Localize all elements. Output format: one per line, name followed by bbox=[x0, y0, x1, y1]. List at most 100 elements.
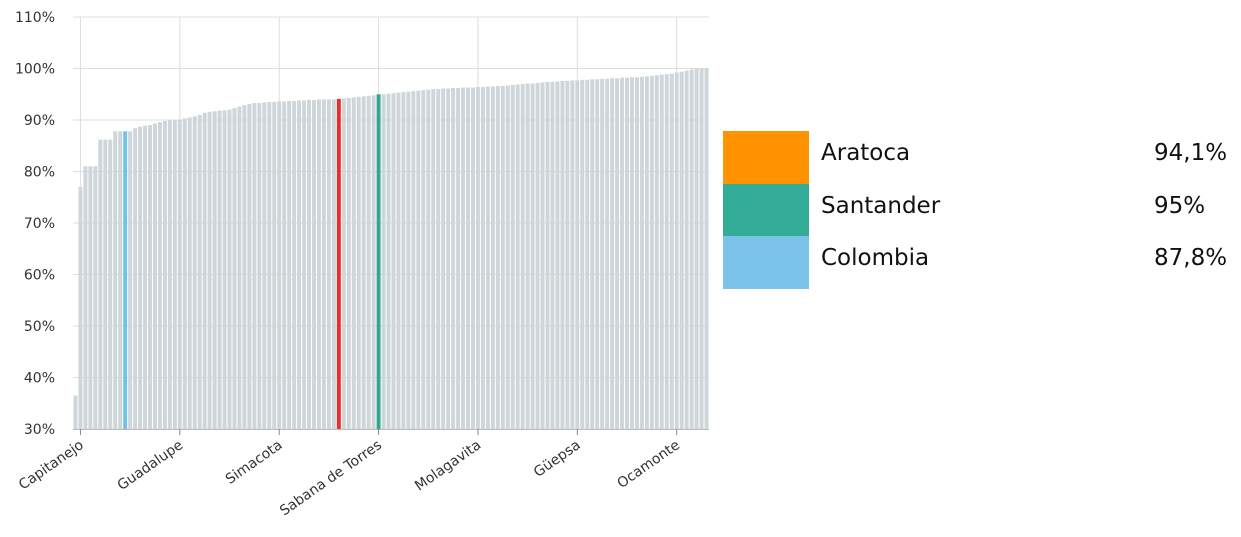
bar bbox=[644, 76, 649, 429]
bar bbox=[411, 91, 416, 429]
bar bbox=[222, 110, 227, 429]
bar bbox=[475, 87, 480, 429]
bar bbox=[679, 71, 684, 429]
y-tick-label: 100% bbox=[15, 62, 55, 78]
legend-item-colombia: Colombia 87,8% bbox=[723, 236, 1241, 289]
bar bbox=[316, 99, 321, 430]
bar-santander bbox=[376, 94, 381, 429]
bar bbox=[485, 86, 490, 430]
bar bbox=[302, 100, 307, 430]
legend-label: Santander bbox=[821, 192, 941, 219]
bar bbox=[118, 131, 123, 429]
bar bbox=[108, 139, 113, 429]
bar bbox=[674, 72, 679, 430]
legend-label: Aratoca bbox=[821, 140, 911, 166]
bar bbox=[321, 99, 326, 430]
bar bbox=[505, 85, 510, 430]
bar bbox=[78, 186, 83, 429]
y-tick-label: 90% bbox=[24, 113, 55, 129]
bar bbox=[431, 89, 436, 429]
bar bbox=[669, 73, 674, 430]
legend-swatch-santander bbox=[723, 183, 809, 236]
bar bbox=[545, 81, 550, 429]
bar bbox=[252, 103, 257, 429]
legend: Aratoca 94,1% Santander 95% Colombia 87,… bbox=[723, 131, 1241, 289]
x-tick-label: Molagavita bbox=[412, 437, 484, 494]
y-tick-label: 50% bbox=[24, 319, 55, 335]
bar bbox=[187, 117, 192, 430]
bar bbox=[451, 88, 456, 429]
bar bbox=[282, 101, 287, 430]
bar bbox=[406, 91, 411, 430]
bar bbox=[232, 108, 237, 429]
bar-chart: 30% 40% 50% 60% 70% 80% 90% 100% 110% Capitanejo… bbox=[15, 10, 709, 519]
bar bbox=[510, 84, 515, 429]
bar bbox=[297, 100, 302, 430]
bar bbox=[262, 102, 267, 430]
bar bbox=[133, 128, 138, 430]
bar bbox=[326, 99, 331, 430]
bar bbox=[446, 88, 451, 430]
bar bbox=[157, 122, 162, 429]
bar bbox=[615, 78, 620, 429]
bar-colombia bbox=[123, 131, 128, 429]
legend-swatch-colombia bbox=[723, 236, 809, 289]
bar bbox=[570, 80, 575, 429]
bar bbox=[461, 87, 466, 430]
bar bbox=[277, 101, 282, 430]
bar bbox=[654, 75, 659, 429]
bar bbox=[565, 80, 570, 430]
y-tick-label: 40% bbox=[24, 371, 55, 387]
bar bbox=[143, 125, 148, 429]
bar bbox=[471, 87, 475, 430]
bar bbox=[138, 126, 143, 429]
x-tick-label: Ocamonte bbox=[614, 437, 683, 492]
x-tick-label: Guadalupe bbox=[115, 437, 186, 494]
bar bbox=[371, 95, 376, 429]
bar bbox=[331, 99, 336, 430]
bar bbox=[684, 70, 689, 429]
bar bbox=[202, 112, 207, 429]
bar bbox=[620, 77, 625, 430]
y-tick-label: 60% bbox=[24, 268, 55, 284]
bar bbox=[98, 139, 103, 429]
bar bbox=[625, 77, 629, 430]
legend-value: 94,1% bbox=[1154, 140, 1228, 166]
bar bbox=[699, 68, 704, 429]
bar bbox=[416, 90, 421, 430]
bar bbox=[600, 78, 605, 430]
bar bbox=[560, 80, 565, 430]
bar bbox=[480, 87, 485, 429]
legend-item-aratoca: Aratoca 94,1% bbox=[723, 131, 1241, 184]
bar bbox=[500, 86, 505, 429]
bar bbox=[361, 96, 366, 429]
bar bbox=[659, 74, 664, 430]
bar bbox=[391, 93, 396, 429]
bar bbox=[257, 103, 262, 429]
bar bbox=[242, 105, 247, 429]
bar bbox=[287, 100, 292, 429]
bar bbox=[312, 99, 316, 429]
bar bbox=[639, 76, 644, 430]
legend-value: 95% bbox=[1154, 192, 1206, 219]
bar bbox=[366, 95, 371, 430]
bar bbox=[153, 123, 157, 429]
bar bbox=[247, 104, 252, 429]
bar bbox=[341, 98, 346, 430]
bar bbox=[634, 77, 639, 429]
bar bbox=[113, 131, 118, 429]
bar bbox=[381, 94, 386, 429]
bar bbox=[172, 120, 177, 429]
bar bbox=[217, 110, 222, 429]
bar bbox=[351, 97, 356, 429]
bars bbox=[73, 68, 709, 430]
bar bbox=[530, 83, 535, 429]
bar bbox=[421, 90, 426, 429]
bar bbox=[575, 80, 580, 429]
bar bbox=[664, 74, 669, 429]
bar bbox=[466, 87, 470, 430]
bar bbox=[292, 100, 297, 429]
legend-value: 87,8% bbox=[1154, 245, 1228, 271]
bar bbox=[555, 81, 560, 429]
bar bbox=[605, 78, 610, 430]
